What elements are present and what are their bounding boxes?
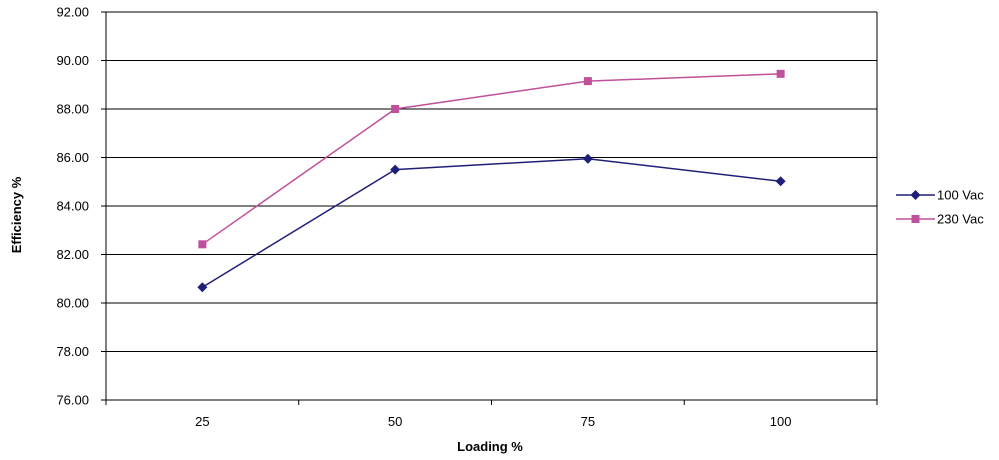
series-230-vac xyxy=(198,69,785,249)
data-point xyxy=(582,153,593,164)
legend-label: 100 Vac xyxy=(937,188,984,203)
y-tick-label: 88.00 xyxy=(56,102,89,117)
data-point xyxy=(583,77,592,86)
x-tick-label: 100 xyxy=(770,414,792,429)
series-100-vac xyxy=(197,153,786,293)
series-line xyxy=(201,157,781,288)
x-axis-title: Loading % xyxy=(457,439,523,454)
y-tick-label: 90.00 xyxy=(56,53,89,68)
y-axis-title: Efficiency % xyxy=(9,176,24,253)
data-point xyxy=(776,69,785,78)
y-tick-label: 82.00 xyxy=(56,247,89,262)
gridlines xyxy=(106,11,877,401)
legend-label: 230 Vac xyxy=(937,212,984,227)
x-tick-label: 75 xyxy=(581,414,595,429)
series-line xyxy=(201,73,781,245)
y-tick-labels: 76.00 78.00 80.00 82.00 84.00 86.00 88.00 90.00… xyxy=(56,5,89,408)
data-point xyxy=(911,215,920,223)
y-tick-label: 92.00 xyxy=(56,5,89,20)
data-point xyxy=(910,190,921,200)
x-tick-label: 25 xyxy=(195,414,209,429)
axes xyxy=(101,11,878,405)
data-point xyxy=(775,176,786,187)
data-point xyxy=(391,105,400,113)
data-point xyxy=(197,282,208,293)
data-point xyxy=(390,164,401,175)
x-tick-label: 50 xyxy=(388,414,402,429)
legend: 100 Vac 230 Vac xyxy=(896,188,984,227)
y-tick-label: 86.00 xyxy=(56,150,89,165)
y-tick-label: 76.00 xyxy=(56,393,89,408)
series-lines xyxy=(197,69,786,293)
y-tick-label: 84.00 xyxy=(56,199,89,214)
legend-entry: 100 Vac xyxy=(896,188,984,203)
y-tick-label: 80.00 xyxy=(56,296,89,311)
legend-entry: 230 Vac xyxy=(896,212,984,227)
x-tick-labels: 25 50 75 100 xyxy=(195,414,791,429)
y-tick-label: 78.00 xyxy=(56,344,89,359)
data-point xyxy=(198,240,207,249)
